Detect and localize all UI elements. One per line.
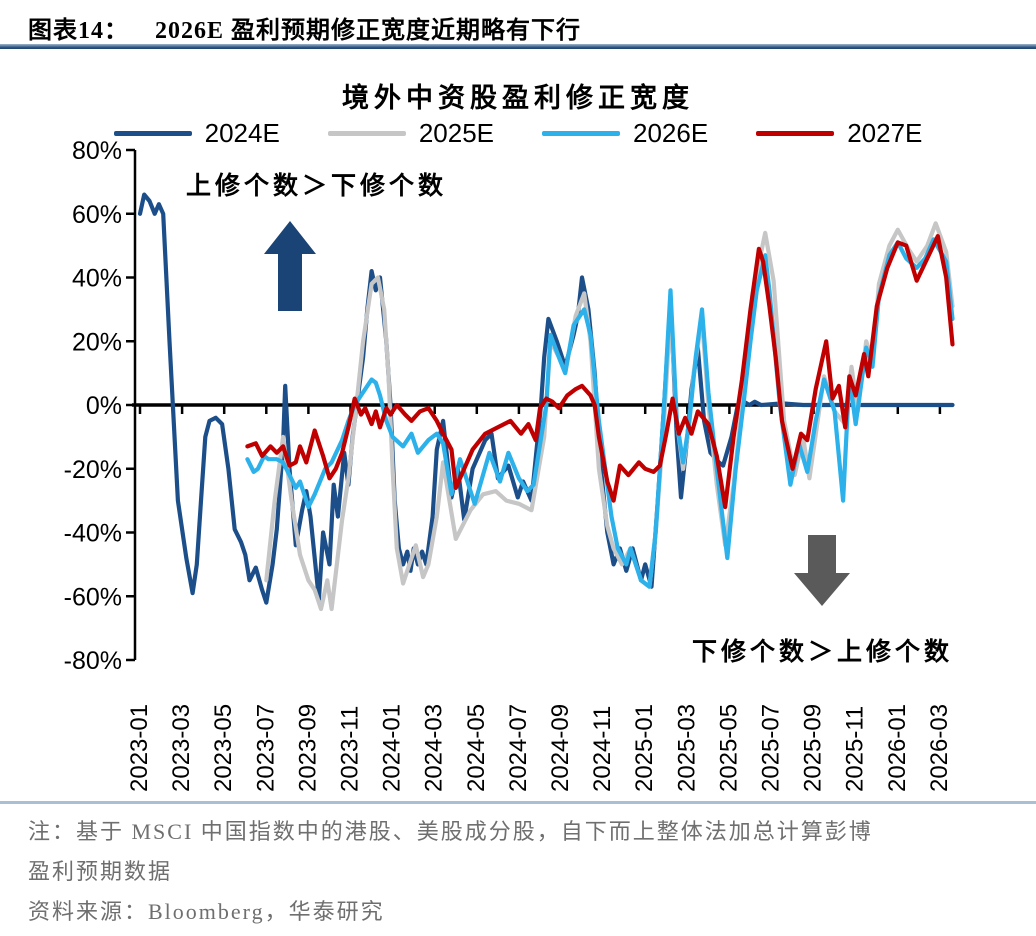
y-tick-label: 0%: [86, 392, 122, 420]
x-tick-label: 2023-03: [168, 704, 195, 792]
y-tick-label: 80%: [72, 137, 122, 165]
footer-notes: 注：基于 MSCI 中国指数中的港股、美股成分股，自下而上整体法加总计算彭博 盈…: [28, 812, 1008, 932]
legend-label-2025e: 2025E: [418, 118, 494, 148]
chart-note-line2: 盈利预期数据: [28, 859, 173, 884]
x-tick-label: 2024-03: [421, 704, 448, 792]
annotation-up-text: 上修个数＞下修个数: [186, 173, 448, 200]
y-tick-label: 20%: [72, 328, 122, 356]
x-tick-label: 2025-05: [715, 704, 742, 792]
figure-header: 图表14： 2026E 盈利预期修正宽度近期略有下行: [28, 10, 1008, 45]
up-arrow-icon: [264, 221, 316, 311]
legend-item-2025e: 2025E: [327, 118, 494, 149]
x-tick-label: 2024-09: [547, 704, 574, 792]
footer-divider: [0, 801, 1036, 804]
x-tick-label: 2026-01: [884, 704, 911, 792]
x-tick-label: 2023-09: [294, 704, 321, 792]
y-tick-label: 60%: [72, 201, 122, 229]
annotation-down-text: 下修个数＞上修个数: [692, 639, 954, 666]
legend-item-2024e: 2024E: [113, 118, 280, 149]
x-tick-label: 2024-05: [463, 704, 490, 792]
chart-note-line1: 注：基于 MSCI 中国指数中的港股、美股成分股，自下而上整体法加总计算彭博: [28, 819, 873, 844]
x-tick-label: 2023-01: [126, 704, 153, 792]
y-tick-label: -20%: [64, 456, 122, 484]
legend-label-2024e: 2024E: [204, 118, 280, 148]
x-tick-label: 2025-07: [758, 704, 785, 792]
x-tick-label: 2025-01: [631, 704, 658, 792]
legend-label-2027e: 2027E: [847, 118, 923, 148]
legend-line-swatch-2027e: [756, 131, 835, 136]
legend-line-swatch-2025e: [327, 131, 406, 136]
legend-item-2026e: 2026E: [542, 118, 708, 149]
legend-item-2027e: 2027E: [756, 118, 922, 149]
y-tick-label: 40%: [72, 265, 122, 293]
y-tick-label: -80%: [64, 647, 122, 675]
legend-line-swatch-2026e: [542, 131, 620, 136]
x-tick-label: 2024-07: [505, 704, 532, 792]
chart-legend: 2024E 2025E 2026E 2027E: [0, 118, 1036, 149]
data-source: 资料来源：Bloomberg，华泰研究: [28, 899, 385, 924]
series-line-2027e: [245, 234, 955, 510]
x-tick-label: 2025-11: [842, 706, 869, 792]
legend-line-swatch-2024e: [113, 131, 192, 136]
figure-title: 2026E 盈利预期修正宽度近期略有下行: [155, 18, 582, 44]
x-tick-label: 2023-05: [210, 704, 237, 792]
chart-title: 境外中资股盈利修正宽度: [342, 83, 694, 113]
x-tick-label: 2023-07: [252, 704, 279, 792]
x-tick-label: 2026-03: [926, 704, 953, 792]
x-tick-label: 2025-09: [800, 704, 827, 792]
legend-label-2026e: 2026E: [633, 118, 709, 148]
x-tick-label: 2024-01: [379, 704, 406, 792]
header-divider: [0, 44, 1036, 49]
x-tick-label: 2024-11: [589, 706, 616, 792]
x-tick-label: 2025-03: [673, 704, 700, 792]
y-tick-label: -40%: [64, 520, 122, 548]
y-tick-label: -60%: [64, 583, 122, 611]
down-arrow-icon: [794, 535, 850, 606]
x-tick-label: 2023-11: [337, 706, 364, 792]
figure-label: 图表14：: [28, 18, 129, 44]
